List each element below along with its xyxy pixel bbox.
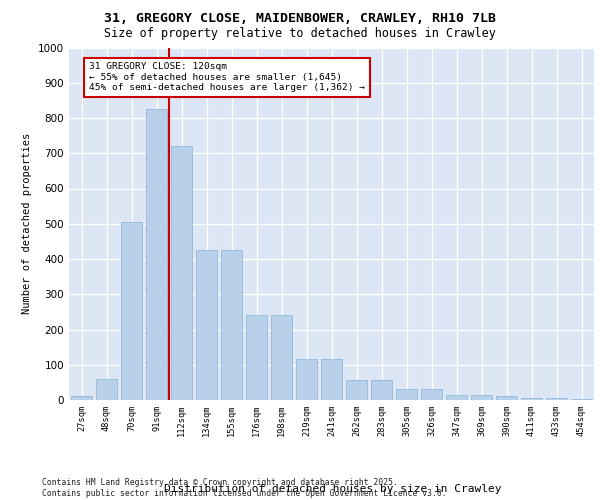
Bar [71, 396, 92, 400]
Bar [296, 360, 317, 400]
Bar [246, 316, 267, 400]
Bar [146, 109, 167, 400]
Bar [421, 390, 442, 400]
Bar [346, 380, 367, 400]
Bar [396, 390, 417, 400]
Bar [271, 316, 292, 400]
Bar [546, 398, 567, 400]
Bar [221, 250, 242, 400]
Text: 31, GREGORY CLOSE, MAIDENBOWER, CRAWLEY, RH10 7LB: 31, GREGORY CLOSE, MAIDENBOWER, CRAWLEY,… [104, 12, 496, 24]
Bar [171, 146, 192, 400]
Text: Contains HM Land Registry data © Crown copyright and database right 2025.
Contai: Contains HM Land Registry data © Crown c… [42, 478, 446, 498]
Bar [371, 380, 392, 400]
Bar [471, 394, 492, 400]
Bar [196, 250, 217, 400]
Text: 31 GREGORY CLOSE: 120sqm
← 55% of detached houses are smaller (1,645)
45% of sem: 31 GREGORY CLOSE: 120sqm ← 55% of detach… [89, 62, 365, 92]
Y-axis label: Number of detached properties: Number of detached properties [22, 133, 32, 314]
Bar [521, 398, 542, 400]
Bar [321, 360, 342, 400]
Text: Distribution of detached houses by size in Crawley: Distribution of detached houses by size … [164, 484, 502, 494]
Bar [96, 379, 117, 400]
Bar [121, 222, 142, 400]
Bar [446, 394, 467, 400]
Text: Size of property relative to detached houses in Crawley: Size of property relative to detached ho… [104, 28, 496, 40]
Bar [496, 396, 517, 400]
